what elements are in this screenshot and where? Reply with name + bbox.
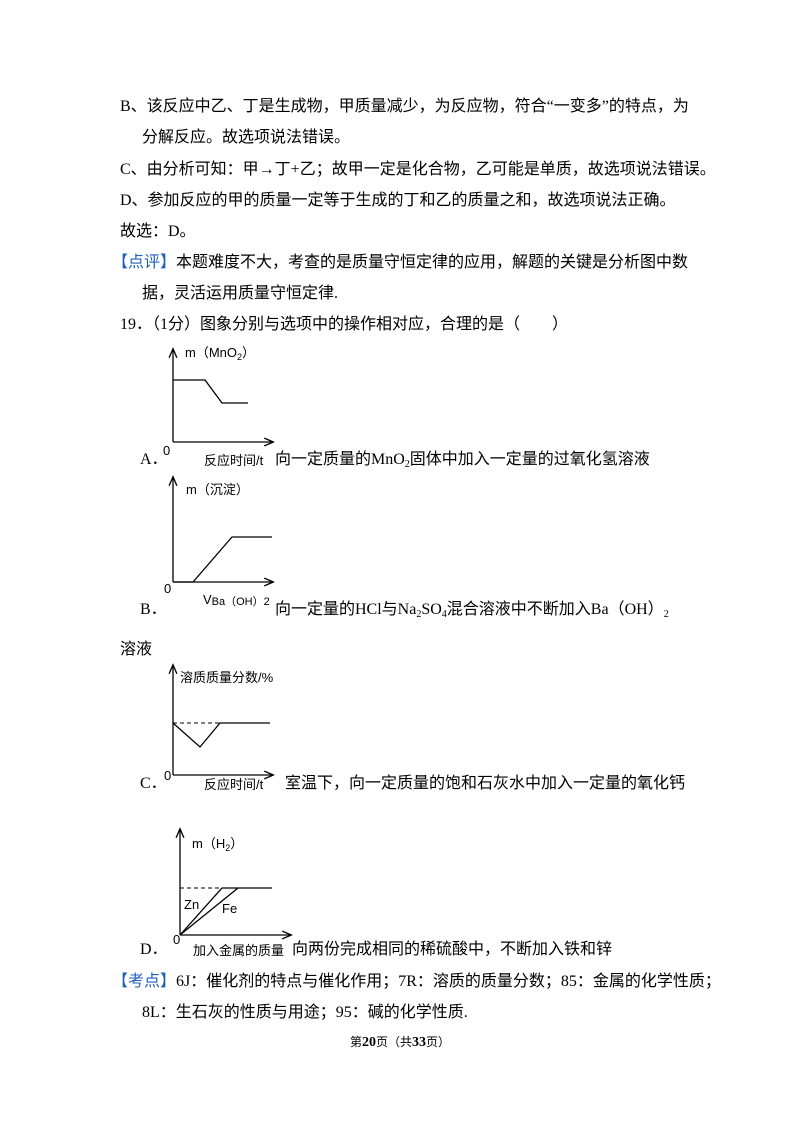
t: m（H	[192, 836, 225, 851]
t: 第	[349, 1035, 362, 1049]
option-text: 向一定质量的MnO2固体中加入一定量的过氧化氢溶液	[275, 450, 650, 475]
comment: 【点评】本题难度不大，考查的是质量守恒定律的应用，解题的关键是分析图中数	[112, 253, 688, 273]
option-text: 室温下，向一定质量的饱和石灰水中加入一定量的氧化钙	[285, 775, 686, 792]
option-label: C．	[140, 775, 167, 792]
t: ）	[242, 345, 255, 360]
text-line: 据，灵活运用质量守恒定律.	[142, 285, 339, 302]
option-text: 向一定量的HCl与Na2SO4混合溶液中不断加入Ba（OH）2	[275, 600, 669, 625]
axis-label: VBa（OH）2	[203, 592, 270, 608]
t: 页（共	[375, 1035, 412, 1049]
t: 2	[416, 609, 422, 620]
axis-label: 反应时间/t	[204, 453, 264, 468]
footer: 第20页（共33页）	[0, 1033, 800, 1051]
t: 2	[237, 352, 242, 362]
text-line: 故选：D。	[120, 223, 196, 240]
text-line: 8L：生石灰的性质与用途；95：碱的化学性质.	[142, 1004, 468, 1021]
question: 19．（1分）图象分别与选项中的操作相对应，合理的是（ ）	[120, 316, 569, 333]
t: 2	[404, 459, 410, 470]
option-text: 溶液	[120, 641, 153, 658]
t: 混合溶液中不断加入Ba（OH）	[446, 601, 664, 618]
t: m（MnO	[185, 345, 237, 360]
text-line: D、参加反应的甲的质量一定等于生成的丁和乙的质量之和，故选项说法正确。	[120, 192, 676, 209]
t: 4	[441, 609, 447, 620]
option-label: A．	[140, 451, 168, 468]
axis-label: 加入金属的质量	[193, 943, 284, 958]
curve-label: Fe	[222, 901, 237, 916]
origin: 0	[164, 768, 171, 783]
t: 向一定质量的MnO	[275, 451, 405, 468]
t: 页）	[426, 1035, 451, 1049]
t: 固体中加入一定量的过氧化氢溶液	[409, 451, 650, 468]
t: 2	[663, 609, 669, 620]
t: Ba（OH）2	[212, 595, 270, 608]
axis-label: 溶质质量分数/%	[180, 670, 274, 685]
axis-label: m（MnO2）	[185, 345, 255, 362]
tag: 【点评】	[112, 254, 177, 271]
axis-label: 反应时间/t	[204, 777, 264, 792]
t: 33	[412, 1035, 426, 1050]
tag: 【考点】	[112, 973, 177, 990]
option-label: B．	[140, 601, 167, 618]
t: V	[203, 592, 212, 607]
curve	[179, 887, 239, 936]
origin: 0	[164, 581, 171, 596]
text-line: C、由分析可知：甲→丁+乙；故甲一定是化合物，乙可能是单质，故选项说法错误。	[120, 161, 716, 178]
t: ）	[230, 836, 243, 851]
origin: 0	[173, 932, 180, 947]
axis-label: m（H2）	[192, 836, 243, 853]
t: 向一定量的HCl与Na	[275, 601, 417, 618]
curve	[173, 379, 248, 404]
curve-label: Zn	[184, 897, 199, 912]
text: 本题难度不大，考查的是质量守恒定律的应用，解题的关键是分析图中数	[176, 254, 689, 271]
curve	[179, 887, 272, 936]
curve	[172, 722, 270, 748]
t: 2	[225, 843, 230, 853]
t: SO	[421, 601, 442, 618]
option-text: 向两份完成相同的稀硫酸中，不断加入铁和锌	[292, 941, 613, 958]
text-line: 分解反应。故选项说法错误。	[142, 129, 351, 146]
text: 6J：催化剂的特点与催化作用；7R：溶质的质量分数；85：金属的化学性质；	[176, 973, 721, 990]
option-label: D．	[140, 941, 168, 958]
axis-label: m（沉淀）	[186, 482, 249, 497]
origin: 0	[163, 443, 170, 458]
curve	[173, 536, 272, 583]
points: 【考点】6J：催化剂的特点与催化作用；7R：溶质的质量分数；85：金属的化学性质…	[112, 972, 721, 992]
t: 20	[361, 1035, 376, 1050]
text-line: B、该反应中乙、丁是生成物，甲质量减少，为反应物，符合“一变多”的特点，为	[120, 98, 689, 115]
